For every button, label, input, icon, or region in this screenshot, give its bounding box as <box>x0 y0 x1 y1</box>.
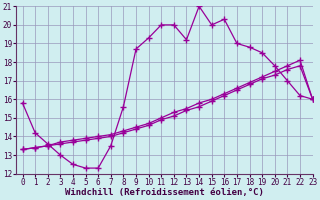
X-axis label: Windchill (Refroidissement éolien,°C): Windchill (Refroidissement éolien,°C) <box>65 188 264 197</box>
